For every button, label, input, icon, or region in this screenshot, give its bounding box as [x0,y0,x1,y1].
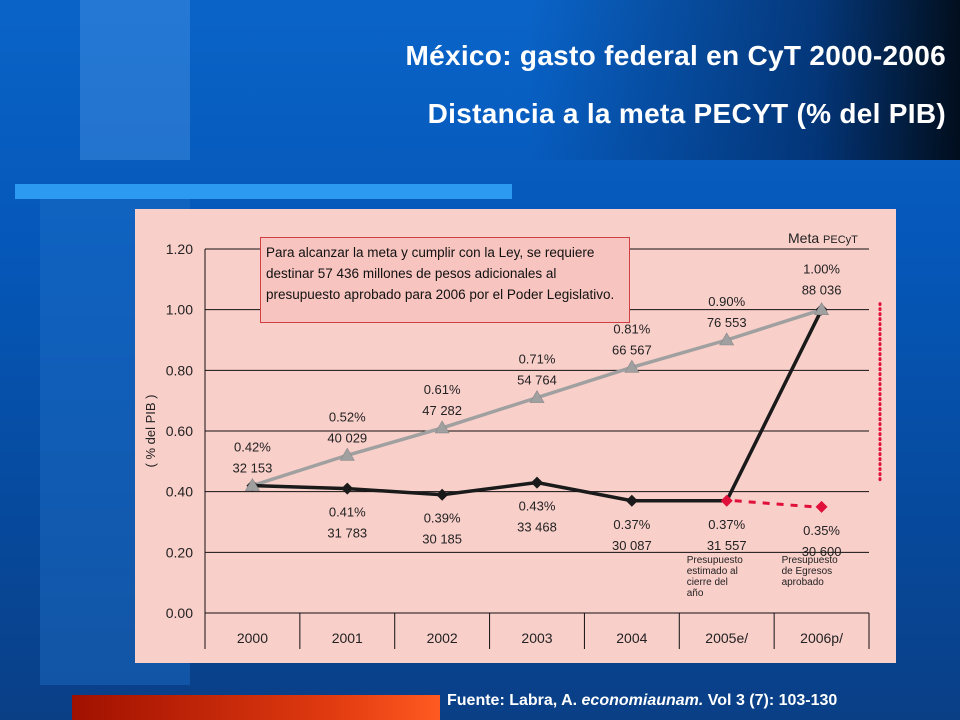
data-label-actual-pct: 0.37% [613,517,650,532]
data-label-meta-pct: 0.42% [234,440,271,455]
data-marker-actual [625,494,638,507]
annotation-text: año [687,588,704,599]
data-label-actual-amount: 31 557 [707,538,747,553]
data-label-actual-pct: 0.41% [329,505,366,520]
data-label-meta-amount: 40 029 [327,430,367,445]
y-tick-label: 0.20 [166,544,193,560]
data-label-actual-pct: 0.43% [519,499,556,514]
annotation-text: estimado al [687,566,738,577]
title-band [0,0,960,160]
data-label-meta-amount: 47 282 [422,403,462,418]
source-prefix: Fuente: Labra, A. [447,692,582,709]
data-marker-actual [436,488,449,501]
y-tick-label: 1.20 [166,241,193,257]
y-axis-label: ( % del PIB ) [143,395,158,468]
annotation-text: aprobado [782,577,825,588]
x-tick-label: 2000 [237,630,268,646]
series-line-projection [734,499,814,509]
data-label-meta-amount: 32 153 [233,461,273,476]
data-label-actual-pct: 0.39% [424,511,461,526]
data-label-actual-amount: 30 600 [802,544,842,559]
data-label-meta-pct: 1.00% [803,262,840,277]
y-tick-label: 1.00 [166,302,193,318]
data-marker-actual [341,482,354,495]
x-tick-label: 2001 [332,630,363,646]
data-label-meta-amount: 88 036 [802,283,842,298]
x-tick-label: 2005e/ [705,630,748,646]
data-marker-meta [624,359,640,373]
decorative-bottom-bar [72,695,440,720]
data-label-actual-amount: 33 468 [517,520,557,535]
data-label-actual-amount: 30 185 [422,532,462,547]
note-box: Para alcanzar la meta y cumplir con la L… [260,237,630,323]
data-label-meta-amount: 54 764 [517,373,557,388]
source-rest: Vol 3 (7): 103-130 [703,692,838,709]
y-tick-label: 0.40 [166,484,193,500]
data-marker-projection [720,494,733,507]
data-marker-meta [339,447,355,461]
data-marker-meta [814,302,830,315]
y-tick-label: 0.80 [166,362,193,378]
data-marker-meta [244,478,260,491]
data-label-actual-amount: 31 783 [327,526,367,541]
annotation-text: Presupuesto [687,555,744,566]
data-label-actual-amount: 30 087 [612,538,652,553]
data-label-meta-amount: 76 553 [707,315,747,330]
data-label-actual-pct: 0.35% [803,523,840,538]
line-chart: 0.00 0.20 0.40 0.60 0.80 1.00 1.20 2000 2001 2002… [143,230,882,649]
data-label-meta-pct: 0.71% [519,352,556,367]
data-marker-projection [815,500,828,513]
slide-subtitle: Distancia a la meta PECYT (% del PIB) [427,98,946,129]
decorative-bar [15,184,512,199]
x-tick-label: 2006p/ [800,630,843,646]
data-marker-meta [434,420,450,434]
slide-title: México: gasto federal en CyT 2000-2006 [405,40,946,71]
annotation-text: de Egresos [782,566,833,577]
data-label-meta-pct: 0.61% [424,382,461,397]
x-tick-label: 2002 [427,630,458,646]
meta-legend-suffix: PECyT [823,234,858,246]
source-citation: Fuente: Labra, A. economiaunam. Vol 3 (7… [447,692,837,710]
data-label-actual-pct: 0.37% [708,517,745,532]
meta-legend-label: Meta PECyT [788,230,858,246]
decorative-square [80,0,190,160]
x-tick-label: 2004 [616,630,647,646]
y-tick-label: 0.60 [166,423,193,439]
annotation-text: cierre del [687,577,728,588]
data-marker-actual [531,476,543,489]
x-tick-label: 2003 [521,630,552,646]
data-label-meta-pct: 0.81% [613,321,650,336]
meta-legend-main: Meta [788,230,823,246]
data-label-meta-pct: 0.52% [329,409,366,424]
y-tick-label: 0.00 [166,605,193,621]
source-journal: economiaunam. [581,692,704,709]
chart-panel: 0.00 0.20 0.40 0.60 0.80 1.00 1.20 2000 2001 2002… [135,209,896,663]
data-marker-meta [529,390,545,403]
data-label-meta-pct: 0.90% [708,294,745,309]
data-marker-meta [719,332,735,346]
annotation-text: Presupuesto [782,555,839,566]
data-label-meta-amount: 66 567 [612,342,652,357]
